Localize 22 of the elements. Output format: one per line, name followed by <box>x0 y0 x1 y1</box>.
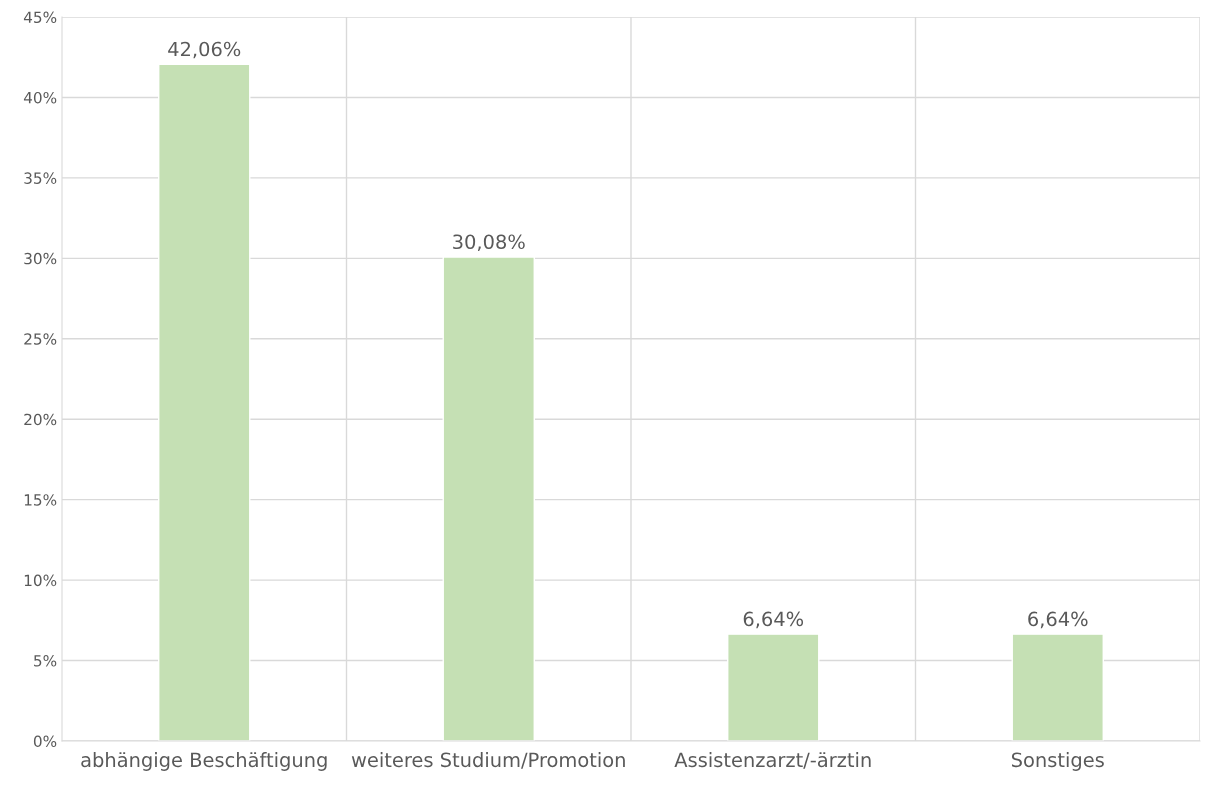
y-tick-label: 20% <box>24 413 57 426</box>
x-tick-label: Assistenzarzt/-ärztin <box>674 752 871 769</box>
y-tick-label: 30% <box>24 252 57 265</box>
bar <box>1011 633 1104 741</box>
y-tick-label: 5% <box>34 655 57 667</box>
x-tick-label: Sonstiges <box>1011 752 1104 771</box>
x-tick-label: abhängige Beschäftigung <box>81 752 327 771</box>
bar <box>158 63 251 741</box>
y-tick-label: 25% <box>24 333 57 345</box>
y-tick-label: 15% <box>24 494 57 506</box>
bar <box>442 256 535 741</box>
x-tick-label: weiteres Studium/Promotion <box>351 752 625 769</box>
y-tick-label: 45% <box>23 11 57 24</box>
data-label: 30,08% <box>453 234 525 252</box>
data-label: 6,64% <box>1028 611 1088 629</box>
data-label: 42,06% <box>168 41 241 59</box>
bar <box>727 633 820 741</box>
y-tick-label: 0% <box>33 735 57 748</box>
y-tick-label: 10% <box>24 574 57 587</box>
y-tick-label: 40% <box>23 91 57 104</box>
data-label: 6,64% <box>743 611 804 629</box>
y-tick-label: 35% <box>24 172 57 184</box>
